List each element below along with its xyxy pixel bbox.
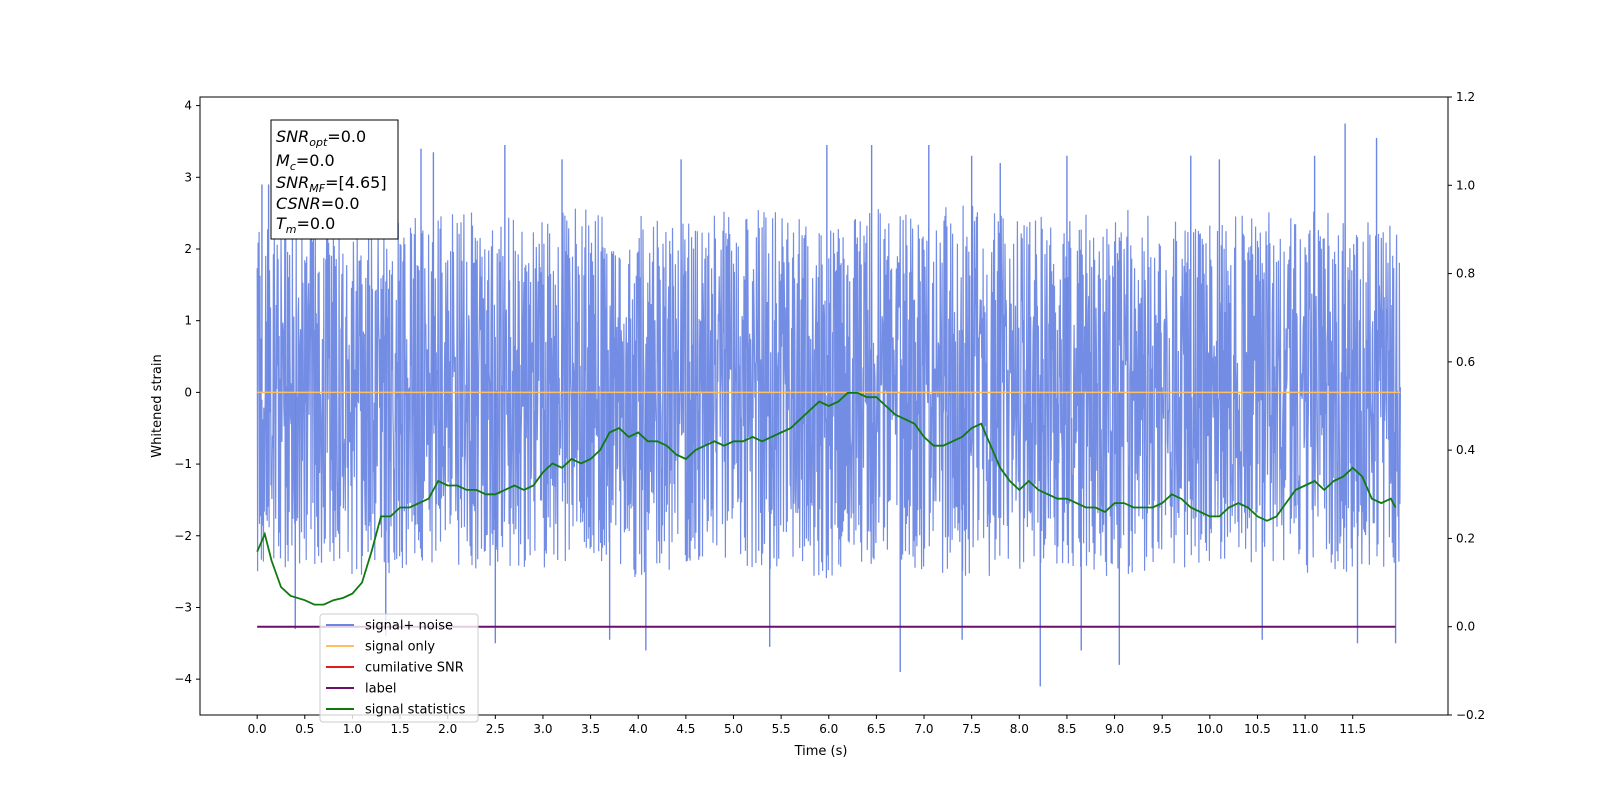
x-tick-label: 6.0 (819, 722, 838, 736)
y-tick-label: −3 (174, 600, 192, 614)
legend-label: label (365, 682, 396, 697)
x-tick-label: 1.0 (343, 722, 362, 736)
x-tick-label: 3.5 (581, 722, 600, 736)
y2-tick-label: −0.2 (1456, 708, 1485, 722)
info-box-frame (270, 119, 399, 240)
x-tick-label: 7.0 (914, 722, 933, 736)
y-tick-label: −2 (174, 529, 192, 543)
y2-tick-label: 0.4 (1456, 443, 1475, 457)
y-tick-label: 0 (184, 385, 192, 399)
legend-label: signal only (365, 640, 435, 655)
legend-label: signal+ noise (365, 619, 453, 634)
y2-axis-ticks: 1.2 1.0 0.8 0.6 0.4 0.2 0.0 −0.2 (1448, 90, 1485, 722)
y-tick-label: 4 (184, 99, 192, 113)
x-tick-label: 2.5 (486, 722, 505, 736)
x-tick-label: 9.0 (1105, 722, 1124, 736)
x-tick-label: 10.0 (1196, 722, 1223, 736)
axes-frame (199, 96, 1449, 716)
series-signal-statistics-line (256, 391, 1397, 606)
x-tick-label: 11.0 (1292, 722, 1319, 736)
x-axis-label: Time (s) (794, 744, 848, 759)
x-tick-label: 1.5 (391, 722, 410, 736)
x-tick-label: 5.5 (772, 722, 791, 736)
legend-items: signal+ noise signal only cumilative SNR la… (326, 619, 466, 718)
legend: signal+ noise signal only cumilative SNR la… (319, 613, 479, 723)
x-tick-label: 2.0 (438, 722, 457, 736)
x-tick-label: 3.0 (533, 722, 552, 736)
info-tm: Tm=0.0 (276, 214, 335, 236)
x-tick-label: 7.5 (962, 722, 981, 736)
x-tick-label: 8.0 (1010, 722, 1029, 736)
x-tick-label: 6.5 (867, 722, 886, 736)
x-tick-label: 5.0 (724, 722, 743, 736)
y-tick-label: 1 (184, 314, 192, 328)
x-axis-ticks: 0.0 0.5 1.0 1.5 2.0 2.5 3.0 3.5 4.0 4.5 5.0 5.5 6.0 6… (248, 715, 1366, 736)
legend-label: signal statistics (365, 703, 466, 718)
y2-tick-label: 1.2 (1456, 90, 1475, 104)
y-tick-label: −1 (174, 457, 192, 471)
x-tick-label: 4.0 (629, 722, 648, 736)
legend-label: cumilative SNR (365, 661, 464, 676)
y-tick-label: −4 (174, 672, 192, 686)
x-tick-label: 11.5 (1339, 722, 1366, 736)
plot-area (256, 123, 1401, 687)
x-tick-label: 9.5 (1153, 722, 1172, 736)
x-tick-label: 0.0 (248, 722, 267, 736)
info-snr-mf: SNRMF=[4.65] (276, 173, 387, 195)
info-snr-opt: SNRopt=0.0 (276, 127, 366, 149)
legend-frame (319, 613, 479, 723)
y2-tick-label: 0.0 (1456, 620, 1475, 634)
info-mc: Mc=0.0 (276, 151, 335, 173)
y-tick-label: 2 (184, 242, 192, 256)
y-axis-ticks: 4 3 2 1 0 −1 −2 −3 −4 (174, 99, 200, 686)
y2-tick-label: 0.2 (1456, 531, 1475, 545)
x-tick-label: 8.5 (1057, 722, 1076, 736)
y-tick-label: 3 (184, 170, 192, 184)
y2-tick-label: 0.6 (1456, 355, 1475, 369)
series-signal-noise-line (256, 205, 1401, 579)
y2-tick-label: 1.0 (1456, 178, 1475, 192)
y-axis-label: Whitened strain (150, 354, 165, 457)
x-tick-label: 10.5 (1244, 722, 1271, 736)
info-csnr: CSNR=0.0 (276, 194, 360, 213)
x-tick-label: 4.5 (676, 722, 695, 736)
x-tick-label: 0.5 (295, 722, 314, 736)
y2-tick-label: 0.8 (1456, 267, 1475, 281)
info-box: SNRopt=0.0 Mc=0.0 SNRMF=[4.65] CSNR=0.0 … (270, 119, 399, 240)
